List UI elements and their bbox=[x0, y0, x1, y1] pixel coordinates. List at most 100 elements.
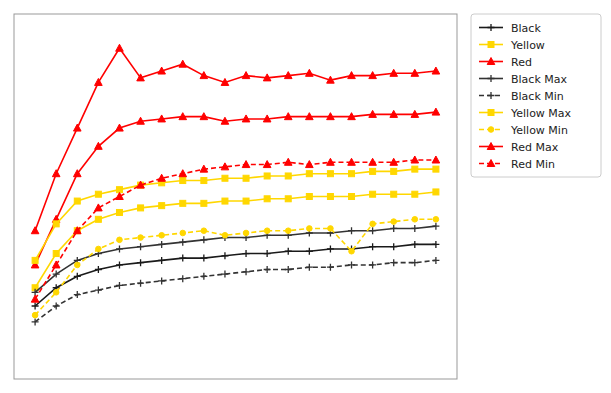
point bbox=[179, 239, 186, 246]
point bbox=[306, 248, 313, 255]
point bbox=[284, 158, 292, 165]
point bbox=[180, 200, 186, 206]
point bbox=[222, 175, 228, 181]
point bbox=[200, 255, 207, 262]
point bbox=[432, 108, 440, 115]
point bbox=[264, 173, 270, 179]
point bbox=[411, 69, 419, 76]
point bbox=[221, 271, 228, 278]
point bbox=[243, 198, 249, 204]
point bbox=[306, 194, 312, 200]
point bbox=[432, 156, 440, 163]
point bbox=[327, 113, 335, 120]
point bbox=[95, 191, 101, 197]
point bbox=[263, 161, 271, 168]
point bbox=[306, 69, 314, 76]
point bbox=[179, 255, 186, 262]
point bbox=[242, 72, 250, 79]
point bbox=[243, 268, 250, 275]
point bbox=[200, 113, 208, 120]
point bbox=[243, 230, 249, 236]
point bbox=[243, 250, 250, 257]
point bbox=[95, 204, 103, 211]
point bbox=[53, 303, 60, 310]
point bbox=[32, 303, 39, 310]
point bbox=[348, 72, 356, 79]
legend-label: Yellow Max bbox=[510, 107, 572, 120]
point bbox=[327, 158, 335, 165]
point bbox=[95, 142, 103, 149]
series bbox=[31, 108, 439, 268]
line bbox=[35, 48, 436, 231]
point bbox=[96, 246, 102, 252]
point bbox=[327, 264, 334, 271]
point bbox=[432, 257, 439, 264]
point bbox=[369, 110, 377, 117]
point bbox=[327, 171, 333, 177]
point bbox=[307, 226, 313, 232]
point bbox=[138, 205, 144, 211]
legend-label: Yellow bbox=[510, 39, 545, 52]
legend-marker bbox=[488, 110, 494, 116]
point bbox=[390, 225, 397, 232]
point bbox=[264, 196, 270, 202]
point bbox=[284, 72, 292, 79]
point bbox=[116, 261, 123, 268]
point bbox=[116, 282, 123, 289]
point bbox=[285, 173, 291, 179]
point bbox=[222, 198, 228, 204]
plot-frame bbox=[14, 14, 457, 379]
series bbox=[32, 241, 440, 310]
point bbox=[306, 161, 314, 168]
legend-marker bbox=[487, 160, 495, 167]
point bbox=[306, 171, 312, 177]
legend-marker bbox=[488, 42, 494, 48]
point bbox=[390, 259, 397, 266]
point bbox=[390, 158, 398, 165]
point bbox=[180, 230, 186, 236]
point bbox=[200, 273, 207, 280]
point bbox=[433, 217, 439, 223]
point bbox=[73, 124, 81, 131]
point bbox=[74, 198, 80, 204]
point bbox=[180, 178, 186, 184]
point bbox=[327, 194, 333, 200]
point bbox=[74, 291, 81, 298]
point bbox=[412, 217, 418, 223]
point bbox=[221, 78, 229, 85]
point bbox=[159, 232, 165, 238]
point bbox=[137, 243, 144, 250]
series bbox=[31, 44, 439, 234]
point bbox=[200, 236, 207, 243]
point bbox=[411, 241, 418, 248]
point bbox=[221, 252, 228, 259]
point bbox=[32, 318, 39, 325]
point bbox=[369, 72, 377, 79]
point bbox=[52, 261, 60, 268]
point bbox=[201, 228, 207, 234]
point bbox=[411, 225, 418, 232]
point bbox=[391, 219, 397, 225]
point bbox=[95, 216, 101, 222]
point bbox=[32, 312, 38, 318]
point bbox=[263, 74, 271, 81]
point bbox=[433, 166, 439, 172]
point bbox=[242, 161, 250, 168]
point bbox=[137, 117, 145, 124]
point bbox=[116, 124, 124, 131]
point bbox=[179, 113, 187, 120]
point bbox=[285, 266, 292, 273]
point bbox=[349, 248, 355, 254]
series bbox=[32, 257, 440, 326]
point bbox=[411, 156, 419, 163]
point bbox=[349, 171, 355, 177]
point bbox=[432, 241, 439, 248]
point bbox=[138, 182, 144, 188]
line bbox=[35, 112, 436, 265]
point bbox=[179, 275, 186, 282]
series bbox=[32, 166, 439, 263]
point bbox=[95, 266, 102, 273]
point bbox=[53, 290, 59, 296]
point bbox=[73, 170, 81, 177]
point bbox=[137, 280, 144, 287]
